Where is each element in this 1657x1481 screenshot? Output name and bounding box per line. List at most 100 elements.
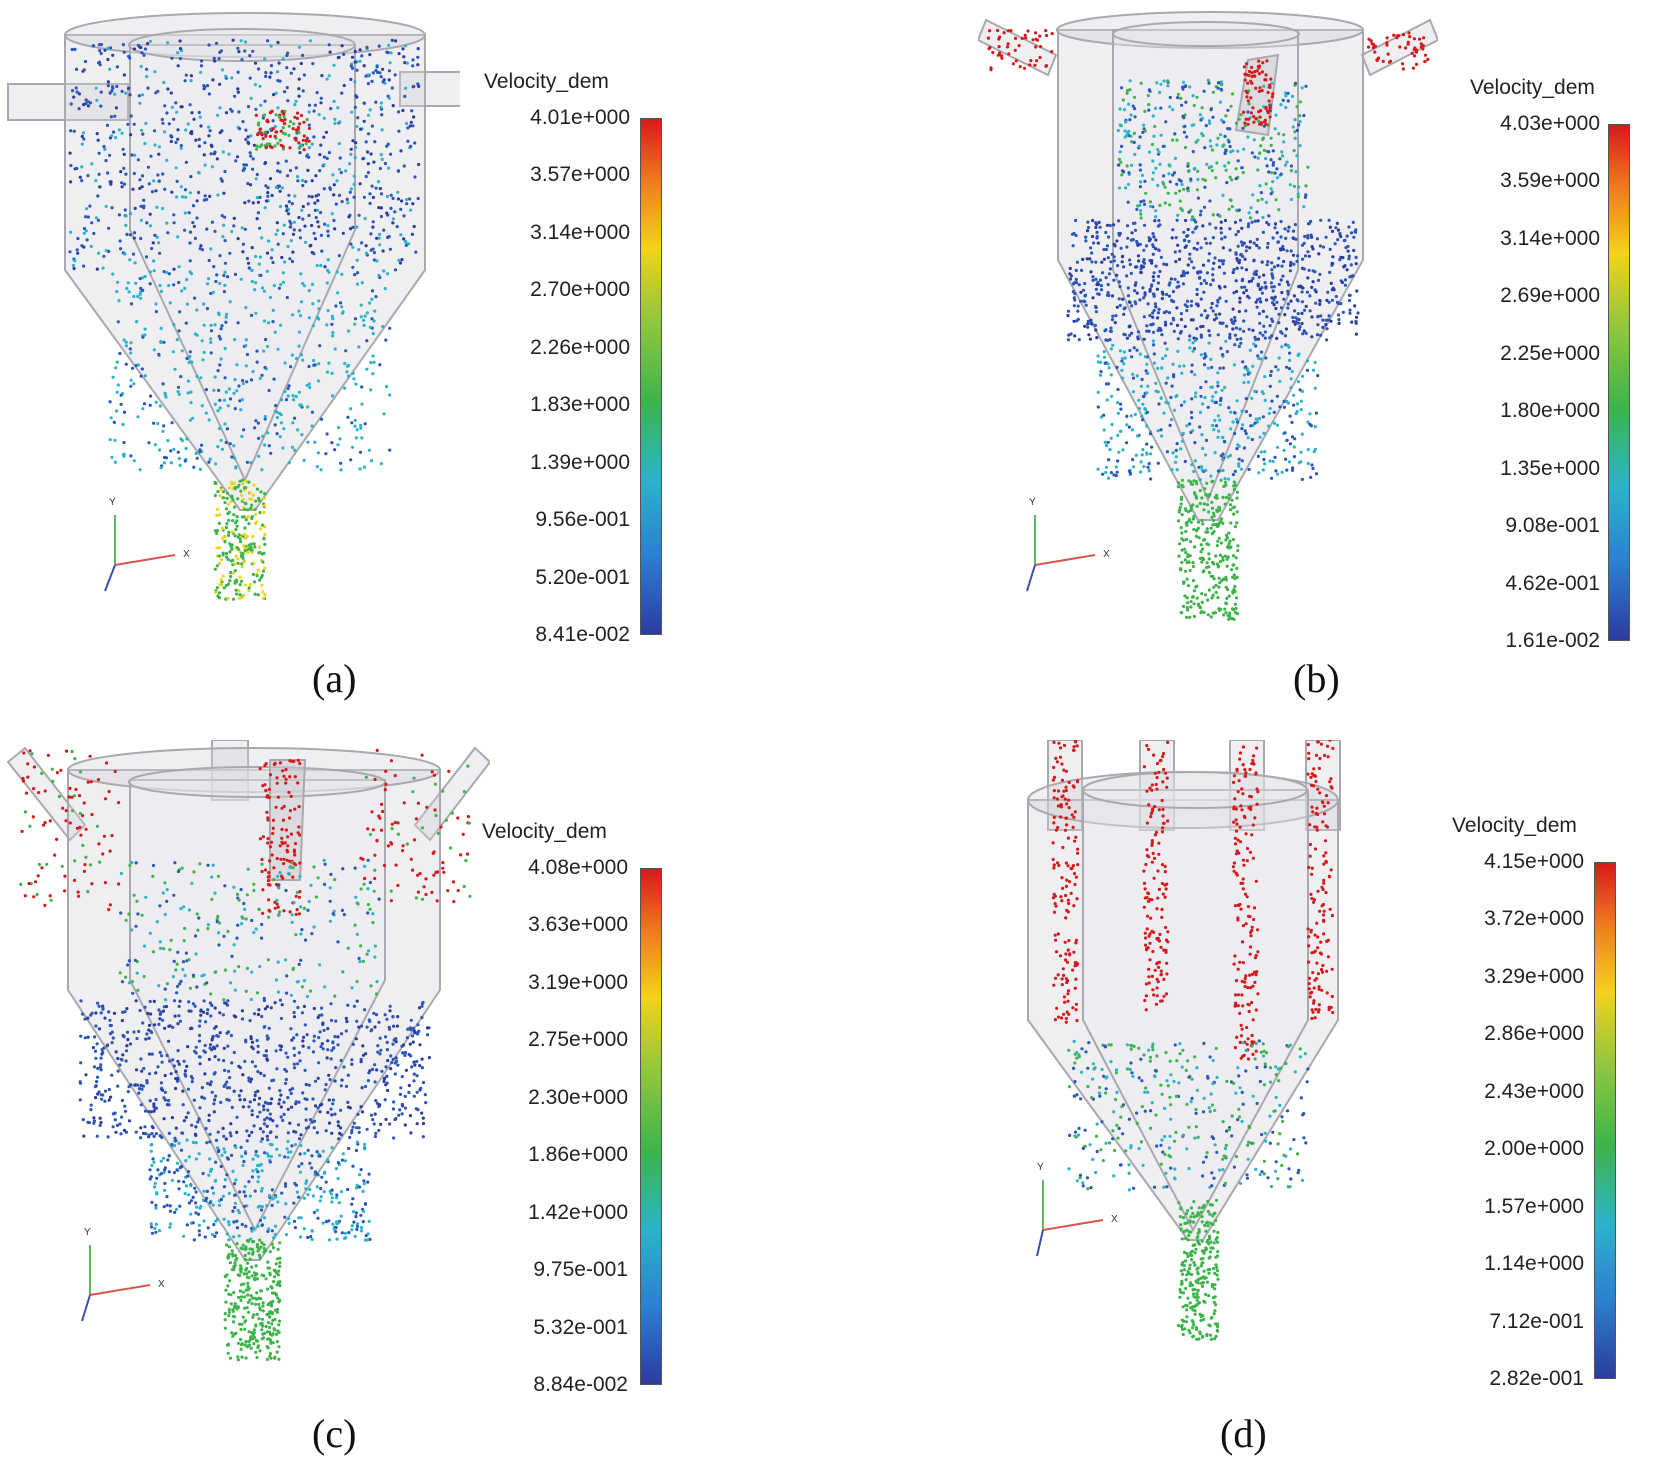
particle-dot — [1239, 467, 1244, 471]
particle-dot — [1297, 327, 1301, 331]
particle-dot — [117, 213, 121, 217]
particle-dot — [329, 1192, 333, 1196]
legend-tick: 4.01e+000 — [530, 106, 630, 129]
particle-dot — [1264, 122, 1268, 126]
particle-dot — [353, 317, 358, 321]
particle-dot — [1200, 610, 1204, 614]
color-scale-bar — [640, 118, 662, 635]
particle-dot — [1171, 362, 1175, 366]
particle-dot — [181, 1103, 185, 1107]
particle-dot — [1178, 364, 1182, 368]
particle-dot — [366, 1180, 370, 1184]
particle-dot — [377, 273, 381, 278]
particle-dot — [235, 592, 239, 596]
particle-dot — [1223, 218, 1228, 223]
particle-dot — [234, 554, 238, 558]
particle-dot — [195, 216, 199, 220]
particle-dot — [124, 1049, 129, 1053]
particle-dot — [239, 489, 243, 493]
particle-dot — [1257, 110, 1261, 114]
particle-dot — [1094, 305, 1098, 310]
particle-dot — [213, 1006, 217, 1010]
particle-dot — [273, 330, 277, 334]
particle-dot — [1131, 376, 1136, 380]
particle-dot — [1205, 561, 1209, 565]
particle-dot — [354, 1214, 358, 1219]
particle-dot — [1180, 103, 1184, 107]
particle-dot — [1355, 289, 1359, 293]
particle-dot — [205, 84, 210, 88]
particle-dot — [377, 44, 381, 48]
legend-tick: 4.62e-001 — [1505, 572, 1600, 595]
particle-dot — [334, 1066, 338, 1070]
particle-dot — [96, 194, 100, 198]
particle-dot — [108, 67, 112, 71]
particle-dot — [206, 1226, 210, 1230]
particle-dot — [262, 496, 266, 500]
particle-dot — [310, 1154, 314, 1158]
particle-dot — [1275, 167, 1279, 171]
particle-dot — [160, 117, 164, 122]
particle-dot — [315, 1185, 319, 1189]
particle-dot — [1199, 550, 1203, 554]
particle-dot — [99, 1120, 103, 1125]
particle-dot — [346, 1100, 350, 1104]
particle-dot — [124, 344, 128, 348]
particle-dot — [202, 350, 206, 354]
particle-dot — [198, 1062, 202, 1066]
particle-dot — [263, 99, 267, 103]
particle-dot — [1208, 222, 1212, 226]
particle-dot — [256, 1115, 260, 1119]
particle-dot — [1207, 588, 1211, 592]
particle-dot — [161, 172, 165, 176]
particle-dot — [342, 83, 346, 88]
particle-dot — [419, 1086, 423, 1090]
particle-dot — [243, 1184, 247, 1189]
particle-dot — [172, 999, 177, 1003]
particle-dot — [211, 1191, 216, 1195]
particle-dot — [1238, 296, 1242, 300]
particle-dot — [358, 182, 362, 186]
particle-dot — [1127, 469, 1131, 473]
particle-dot — [350, 421, 354, 425]
particle-dot — [417, 84, 421, 88]
particle-dot — [1228, 611, 1232, 615]
particle-dot — [391, 1015, 395, 1019]
particle-dot — [304, 1082, 308, 1087]
particle-dot — [336, 1176, 340, 1181]
particle-dot — [1367, 37, 1371, 41]
particle-dot — [229, 559, 233, 563]
particle-dot — [388, 393, 392, 397]
particle-dot — [120, 131, 124, 135]
particle-dot — [1239, 113, 1243, 117]
particle-dot — [311, 1194, 315, 1198]
particle-dot — [175, 1161, 180, 1165]
particle-dot — [207, 258, 211, 263]
particle-dot — [1285, 399, 1289, 404]
particle-dot — [201, 358, 205, 362]
particle-dot — [244, 163, 248, 167]
particle-dot — [335, 179, 339, 183]
particle-dot — [1182, 187, 1186, 191]
particle-dot — [1165, 292, 1169, 297]
particle-dot — [360, 1110, 365, 1114]
particle-dot — [349, 187, 353, 191]
particle-dot — [1096, 467, 1100, 471]
particle-dot — [256, 1050, 260, 1054]
particle-dot — [1231, 506, 1235, 510]
particle-dot — [227, 530, 231, 534]
particle-dot — [1136, 243, 1140, 247]
particle-dot — [355, 124, 359, 129]
particle-dot — [1121, 448, 1125, 452]
particle-dot — [1343, 278, 1348, 282]
particle-dot — [1094, 287, 1098, 291]
particle-dot — [408, 1114, 412, 1118]
particle-dot — [1154, 381, 1158, 385]
particle-dot — [378, 187, 382, 191]
particle-dot — [1139, 209, 1143, 213]
particle-dot — [142, 53, 146, 58]
particle-dot — [253, 1064, 258, 1068]
particle-dot — [105, 123, 110, 127]
particle-dot — [370, 1067, 375, 1071]
particle-dot — [421, 1116, 425, 1120]
